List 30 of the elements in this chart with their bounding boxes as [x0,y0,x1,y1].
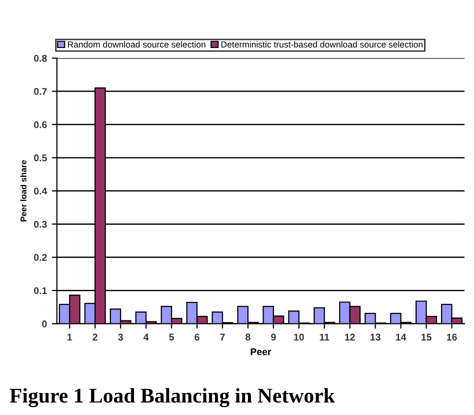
y-tick-label: 0 [42,320,47,328]
y-tick-label: 0.6 [34,121,47,128]
y-tick-label: 0.4 [34,188,48,195]
y-tick-label: 0.1 [34,287,47,294]
x-tick-label: 6 [194,334,200,341]
x-tick-label: 3 [118,334,123,341]
x-tick-label: 13 [370,334,380,341]
caption: Figure 1 Load Balancing in Network [10,388,335,408]
x-tick-label: 11 [320,334,330,340]
y-tick-label: 0.5 [34,154,47,162]
x-axis-title: Peer [250,348,272,356]
x-tick-label: 9 [271,334,276,341]
x-tick-label: 1 [68,334,72,340]
x-tick-label: 4 [143,334,149,340]
legend-label: Random download source selection [68,41,206,48]
y-tick-label: 0.8 [34,54,47,62]
x-tick-label: 5 [169,334,174,341]
legend-label: Deterministic trust-based download source selection [221,41,422,48]
y-tick-label: 0.7 [34,88,47,95]
x-tick-label: 10 [294,334,304,341]
y-tick-label: 0.2 [34,254,47,261]
y-axis-title: Peer load share [20,160,26,222]
x-tick-label: 14 [396,334,406,340]
x-tick-label: 8 [246,334,250,341]
x-tick-label: 15 [422,334,432,341]
x-tick-label: 7 [220,334,225,340]
x-tick-label: 12 [345,334,355,340]
y-tick-label: 0.3 [34,220,47,228]
x-tick-label: 16 [446,334,457,341]
x-tick-label: 2 [92,334,98,340]
